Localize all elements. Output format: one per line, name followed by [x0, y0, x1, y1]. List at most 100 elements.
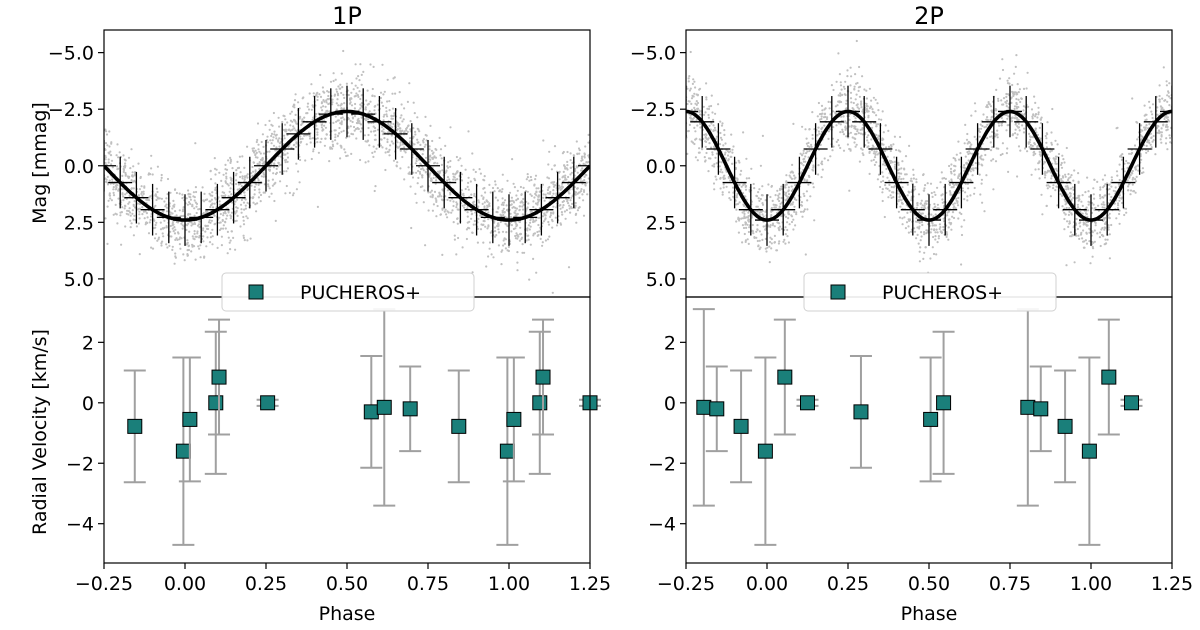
scatter-point — [456, 171, 458, 173]
scatter-point — [934, 194, 936, 196]
scatter-point — [172, 221, 174, 223]
scatter-point — [357, 75, 359, 77]
scatter-point — [293, 106, 295, 108]
scatter-point — [556, 224, 558, 226]
scatter-point — [109, 195, 111, 197]
scatter-point — [758, 200, 760, 202]
scatter-point — [1104, 217, 1106, 219]
scatter-point — [223, 212, 225, 214]
scatter-point — [874, 156, 876, 158]
scatter-point — [312, 148, 314, 150]
scatter-point — [916, 221, 918, 223]
scatter-point — [882, 110, 884, 112]
scatter-point — [760, 165, 762, 167]
scatter-point — [760, 233, 762, 235]
scatter-point — [419, 144, 421, 146]
scatter-point — [921, 200, 923, 202]
scatter-point — [355, 85, 357, 87]
scatter-point — [410, 120, 412, 122]
scatter-point — [924, 184, 926, 186]
scatter-point — [731, 149, 733, 151]
scatter-point — [482, 203, 484, 205]
scatter-point — [530, 176, 532, 178]
scatter-point — [985, 106, 987, 108]
scatter-point — [693, 143, 695, 145]
scatter-point — [470, 194, 472, 196]
scatter-point — [963, 164, 965, 166]
scatter-point — [899, 150, 901, 152]
scatter-point — [990, 105, 992, 107]
scatter-point — [992, 188, 994, 190]
scatter-point — [457, 217, 459, 219]
scatter-point — [245, 198, 247, 200]
scatter-point — [256, 141, 258, 143]
scatter-point — [690, 88, 692, 90]
scatter-point — [553, 181, 555, 183]
scatter-point — [1001, 117, 1003, 119]
scatter-point — [355, 137, 357, 139]
scatter-point — [319, 74, 321, 76]
scatter-point — [1023, 88, 1025, 90]
scatter-point — [110, 154, 112, 156]
scatter-point — [281, 121, 283, 123]
scatter-point — [1086, 177, 1088, 179]
scatter-point — [236, 161, 238, 163]
scatter-point — [414, 131, 416, 133]
scatter-point — [358, 79, 360, 81]
scatter-point — [692, 83, 694, 85]
scatter-point — [1000, 99, 1002, 101]
scatter-point — [950, 168, 952, 170]
scatter-point — [409, 137, 411, 139]
scatter-point — [1169, 137, 1171, 139]
scatter-point — [786, 229, 788, 231]
scatter-point — [401, 130, 403, 132]
scatter-point — [312, 105, 314, 107]
scatter-point — [1156, 132, 1158, 134]
scatter-point — [302, 138, 304, 140]
scatter-point — [431, 190, 433, 192]
scatter-point — [440, 148, 442, 150]
scatter-point — [514, 212, 516, 214]
scatter-point — [483, 187, 485, 189]
scatter-point — [1165, 142, 1167, 144]
scatter-point — [519, 240, 521, 242]
scatter-point — [719, 143, 721, 145]
scatter-point — [581, 156, 583, 158]
scatter-point — [149, 221, 151, 223]
scatter-point — [721, 122, 723, 124]
scatter-point — [841, 129, 843, 131]
scatter-point — [934, 238, 936, 240]
scatter-point — [523, 187, 525, 189]
scatter-point — [482, 198, 484, 200]
scatter-point — [267, 141, 269, 143]
scatter-point — [1028, 146, 1030, 148]
scatter-point — [228, 237, 230, 239]
scatter-point — [285, 170, 287, 172]
scatter-point — [456, 156, 458, 158]
scatter-point — [715, 178, 717, 180]
scatter-point — [500, 214, 502, 216]
scatter-point — [209, 222, 211, 224]
scatter-point — [457, 223, 459, 225]
scatter-point — [119, 151, 121, 153]
scatter-point — [253, 161, 255, 163]
scatter-point — [410, 186, 412, 188]
scatter-point — [719, 178, 721, 180]
scatter-point — [694, 86, 696, 88]
scatter-point — [372, 156, 374, 158]
scatter-point — [273, 145, 275, 147]
scatter-point — [182, 253, 184, 255]
scatter-point — [396, 161, 398, 163]
scatter-point — [392, 142, 394, 144]
scatter-point — [901, 186, 903, 188]
scatter-point — [121, 188, 123, 190]
scatter-point — [964, 167, 966, 169]
scatter-point — [348, 94, 350, 96]
scatter-point — [337, 85, 339, 87]
scatter-point — [415, 162, 417, 164]
scatter-point — [409, 173, 411, 175]
scatter-point — [194, 233, 196, 235]
scatter-point — [435, 157, 437, 159]
scatter-point — [148, 232, 150, 234]
scatter-point — [962, 190, 964, 192]
